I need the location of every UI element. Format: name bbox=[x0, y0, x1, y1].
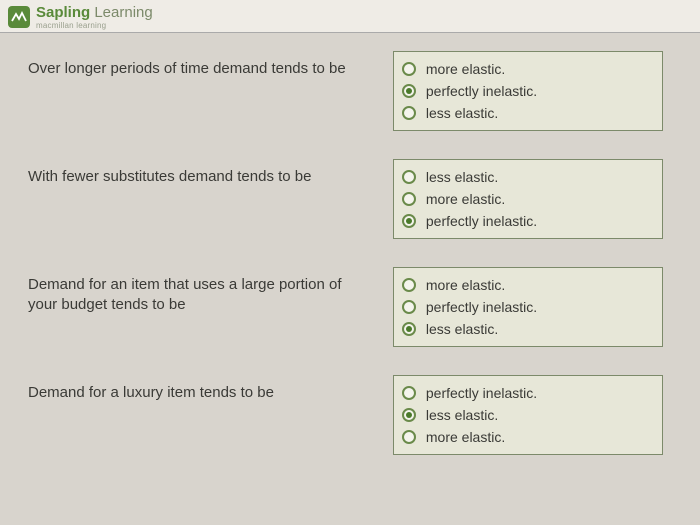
question-row: With fewer substitutes demand tends to b… bbox=[28, 159, 672, 239]
option-label: less elastic. bbox=[426, 169, 498, 185]
option-label: perfectly inelastic. bbox=[426, 299, 537, 315]
option[interactable]: less elastic. bbox=[402, 166, 654, 188]
quiz-content: Over longer periods of time demand tends… bbox=[0, 33, 700, 493]
option[interactable]: less elastic. bbox=[402, 404, 654, 426]
app-header: Sapling Learning macmillan learning bbox=[0, 0, 700, 33]
radio-icon[interactable] bbox=[402, 322, 416, 336]
options-box: more elastic. perfectly inelastic. less el… bbox=[393, 267, 663, 347]
question-text: Over longer periods of time demand tends… bbox=[28, 51, 363, 79]
radio-icon[interactable] bbox=[402, 408, 416, 422]
option[interactable]: perfectly inelastic. bbox=[402, 210, 654, 232]
brand-word2: Learning bbox=[94, 4, 152, 21]
brand-title: Sapling Learning bbox=[36, 4, 153, 21]
option[interactable]: perfectly inelastic. bbox=[402, 80, 654, 102]
option[interactable]: more elastic. bbox=[402, 274, 654, 296]
radio-icon[interactable] bbox=[402, 192, 416, 206]
options-box: less elastic. more elastic. perfectly inel… bbox=[393, 159, 663, 239]
brand-block: Sapling Learning macmillan learning bbox=[36, 4, 153, 30]
option-label: more elastic. bbox=[426, 61, 505, 77]
option[interactable]: more elastic. bbox=[402, 58, 654, 80]
option-label: more elastic. bbox=[426, 429, 505, 445]
radio-icon[interactable] bbox=[402, 84, 416, 98]
option-label: more elastic. bbox=[426, 277, 505, 293]
option[interactable]: less elastic. bbox=[402, 318, 654, 340]
option-label: less elastic. bbox=[426, 321, 498, 337]
question-row: Demand for a luxury item tends to be perf… bbox=[28, 375, 672, 455]
options-box: more elastic. perfectly inelastic. less el… bbox=[393, 51, 663, 131]
option[interactable]: more elastic. bbox=[402, 188, 654, 210]
question-text: With fewer substitutes demand tends to b… bbox=[28, 159, 363, 187]
option-label: more elastic. bbox=[426, 191, 505, 207]
option-label: perfectly inelastic. bbox=[426, 83, 537, 99]
options-box: perfectly inelastic. less elastic. more el… bbox=[393, 375, 663, 455]
brand-word1: Sapling bbox=[36, 4, 90, 21]
radio-icon[interactable] bbox=[402, 430, 416, 444]
option-label: less elastic. bbox=[426, 105, 498, 121]
radio-icon[interactable] bbox=[402, 106, 416, 120]
question-text: Demand for an item that uses a large por… bbox=[28, 267, 363, 314]
question-row: Demand for an item that uses a large por… bbox=[28, 267, 672, 347]
brand-subtitle: macmillan learning bbox=[36, 21, 153, 30]
radio-icon[interactable] bbox=[402, 300, 416, 314]
option[interactable]: perfectly inelastic. bbox=[402, 296, 654, 318]
radio-icon[interactable] bbox=[402, 278, 416, 292]
option[interactable]: more elastic. bbox=[402, 426, 654, 448]
radio-icon[interactable] bbox=[402, 62, 416, 76]
option-label: perfectly inelastic. bbox=[426, 213, 537, 229]
question-row: Over longer periods of time demand tends… bbox=[28, 51, 672, 131]
option[interactable]: perfectly inelastic. bbox=[402, 382, 654, 404]
option-label: less elastic. bbox=[426, 407, 498, 423]
radio-icon[interactable] bbox=[402, 214, 416, 228]
question-text: Demand for a luxury item tends to be bbox=[28, 375, 363, 403]
logo-icon bbox=[8, 6, 30, 28]
option[interactable]: less elastic. bbox=[402, 102, 654, 124]
option-label: perfectly inelastic. bbox=[426, 385, 537, 401]
radio-icon[interactable] bbox=[402, 170, 416, 184]
radio-icon[interactable] bbox=[402, 386, 416, 400]
